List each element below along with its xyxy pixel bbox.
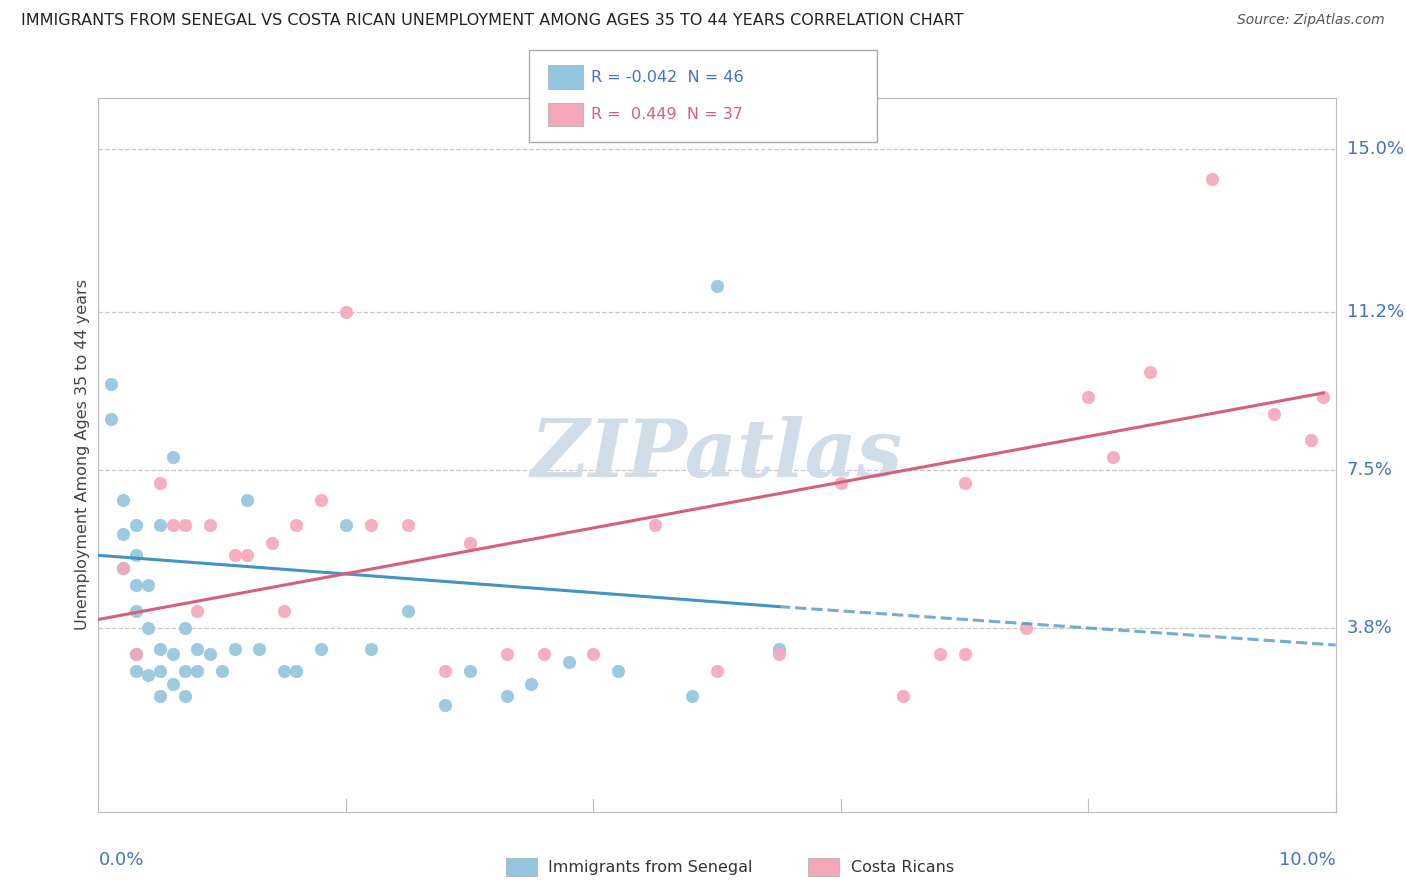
Point (186, 604, 208, 618)
Point (149, 642, 172, 657)
Point (1102, 450, 1125, 464)
Text: 11.2%: 11.2% (1347, 302, 1405, 321)
Point (458, 664, 481, 678)
Text: 3.8%: 3.8% (1347, 619, 1392, 637)
Point (100, 411, 122, 425)
Point (396, 518, 419, 533)
Point (186, 664, 208, 678)
Point (557, 655, 579, 669)
Point (458, 535, 481, 549)
Point (198, 647, 221, 661)
Point (186, 642, 208, 657)
Point (124, 578, 146, 592)
Point (112, 561, 135, 575)
Point (533, 647, 555, 661)
Point (136, 578, 159, 592)
Point (236, 549, 259, 563)
Point (198, 518, 221, 533)
Point (174, 621, 197, 635)
Point (124, 647, 146, 661)
Text: 15.0%: 15.0% (1347, 140, 1403, 159)
Text: 0.0%: 0.0% (98, 851, 143, 869)
Point (174, 518, 197, 533)
Point (1263, 407, 1285, 421)
Text: R = -0.042  N = 46: R = -0.042 N = 46 (591, 70, 744, 85)
Point (149, 475, 172, 490)
Text: 10.0%: 10.0% (1279, 851, 1336, 869)
Point (309, 492, 332, 507)
Point (520, 676, 543, 690)
Point (136, 668, 159, 682)
Point (124, 647, 146, 661)
Point (681, 690, 703, 704)
Point (953, 475, 976, 490)
Point (224, 642, 246, 657)
Point (396, 604, 419, 618)
Y-axis label: Unemployment Among Ages 35 to 44 years: Unemployment Among Ages 35 to 44 years (75, 279, 90, 631)
Point (433, 664, 456, 678)
Point (100, 377, 122, 392)
Point (928, 647, 950, 661)
Point (174, 690, 197, 704)
Point (706, 664, 728, 678)
Point (136, 621, 159, 635)
Point (285, 518, 308, 533)
Point (149, 664, 172, 678)
Point (360, 642, 382, 657)
Point (124, 604, 146, 618)
Point (830, 475, 852, 490)
Text: R =  0.449  N = 37: R = 0.449 N = 37 (591, 107, 742, 122)
Point (149, 690, 172, 704)
Point (1201, 172, 1223, 186)
Text: IMMIGRANTS FROM SENEGAL VS COSTA RICAN UNEMPLOYMENT AMONG AGES 35 TO 44 YEARS CO: IMMIGRANTS FROM SENEGAL VS COSTA RICAN U… (21, 13, 963, 29)
Text: Source: ZipAtlas.com: Source: ZipAtlas.com (1237, 13, 1385, 28)
Text: ZIPatlas: ZIPatlas (531, 417, 903, 493)
Point (162, 647, 184, 661)
Point (335, 305, 357, 319)
Point (162, 518, 184, 533)
Point (335, 518, 357, 533)
Point (495, 647, 517, 661)
Point (1299, 433, 1322, 447)
Point (607, 664, 630, 678)
Point (112, 527, 135, 541)
Point (582, 647, 605, 661)
Point (1312, 390, 1334, 404)
Point (211, 664, 233, 678)
Point (953, 647, 976, 661)
Point (285, 664, 308, 678)
Point (112, 561, 135, 575)
Text: 7.5%: 7.5% (1347, 461, 1393, 479)
Point (124, 664, 146, 678)
Point (644, 518, 666, 533)
Point (891, 690, 914, 704)
Point (768, 647, 790, 661)
Text: Immigrants from Senegal: Immigrants from Senegal (548, 860, 752, 874)
Point (247, 642, 270, 657)
Point (768, 642, 790, 657)
Point (360, 518, 382, 533)
Point (162, 676, 184, 690)
Point (149, 518, 172, 533)
Text: Costa Ricans: Costa Ricans (851, 860, 953, 874)
Point (309, 642, 332, 657)
Point (706, 279, 728, 293)
Point (224, 549, 246, 563)
Point (124, 518, 146, 533)
Point (174, 664, 197, 678)
Point (260, 535, 283, 549)
Point (124, 549, 146, 563)
Point (495, 690, 517, 704)
Point (112, 492, 135, 507)
Point (1015, 621, 1038, 635)
Point (433, 698, 456, 712)
Point (273, 664, 295, 678)
Point (236, 492, 259, 507)
Point (1139, 365, 1161, 379)
Point (273, 604, 295, 618)
Point (162, 450, 184, 464)
Point (1077, 390, 1099, 404)
